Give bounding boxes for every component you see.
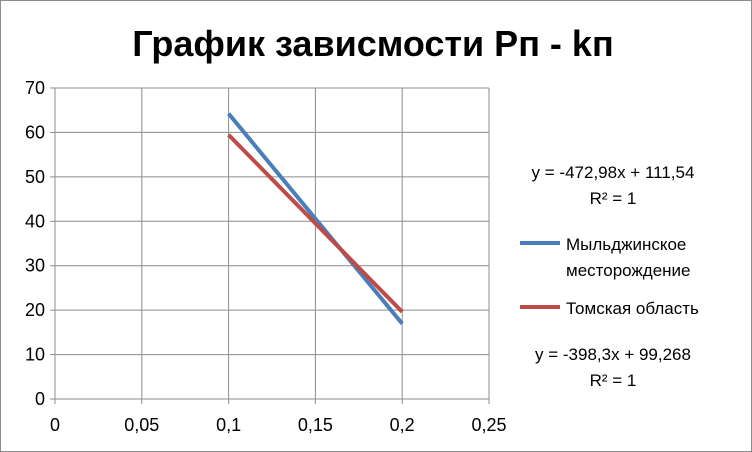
series xyxy=(227,112,404,325)
x-tick-label: 0,1 xyxy=(216,415,241,435)
series-line-mylzhinskoe xyxy=(227,112,404,325)
axes xyxy=(54,88,489,400)
trendline-r2-mylzhinskoe: R² = 1 xyxy=(590,189,637,208)
y-tick-label: 40 xyxy=(25,211,45,231)
trendline-r2-tomsk: R² = 1 xyxy=(590,371,637,390)
y-tick-label: 20 xyxy=(25,300,45,320)
x-tick-label: 0,2 xyxy=(390,415,415,435)
legend-label-tomsk: Томская область xyxy=(566,299,699,318)
y-tick-label: 70 xyxy=(25,78,45,98)
chart-title: График зависмости Рп - kп xyxy=(132,23,613,64)
legend-label-mylzhinskoe-line1: Мыльджинское xyxy=(566,235,686,254)
legend: Мыльджинское месторождение Томская облас… xyxy=(520,235,699,318)
x-tick-label: 0,15 xyxy=(298,415,333,435)
y-tick-label: 60 xyxy=(25,122,45,142)
trendline-equation-tomsk: y = -398,3x + 99,268 xyxy=(535,345,691,364)
x-axis-ticks: 0 0,05 0,1 0,15 0,2 0,25 xyxy=(50,399,507,435)
x-tick-label: 0,25 xyxy=(471,415,506,435)
x-tick-label: 0 xyxy=(50,415,60,435)
y-tick-label: 50 xyxy=(25,167,45,187)
legend-label-mylzhinskoe-line2: месторождение xyxy=(566,261,691,280)
y-tick-label: 30 xyxy=(25,256,45,276)
y-tick-label: 10 xyxy=(25,345,45,365)
y-axis-ticks: 0 10 20 30 40 50 60 70 xyxy=(25,78,55,409)
series-line-tomsk xyxy=(227,133,404,314)
x-tick-label: 0,05 xyxy=(124,415,159,435)
trendline-equation-mylzhinskoe: y = -472,98x + 111,54 xyxy=(532,163,695,182)
y-tick-label: 0 xyxy=(35,389,45,409)
grid xyxy=(55,87,490,399)
